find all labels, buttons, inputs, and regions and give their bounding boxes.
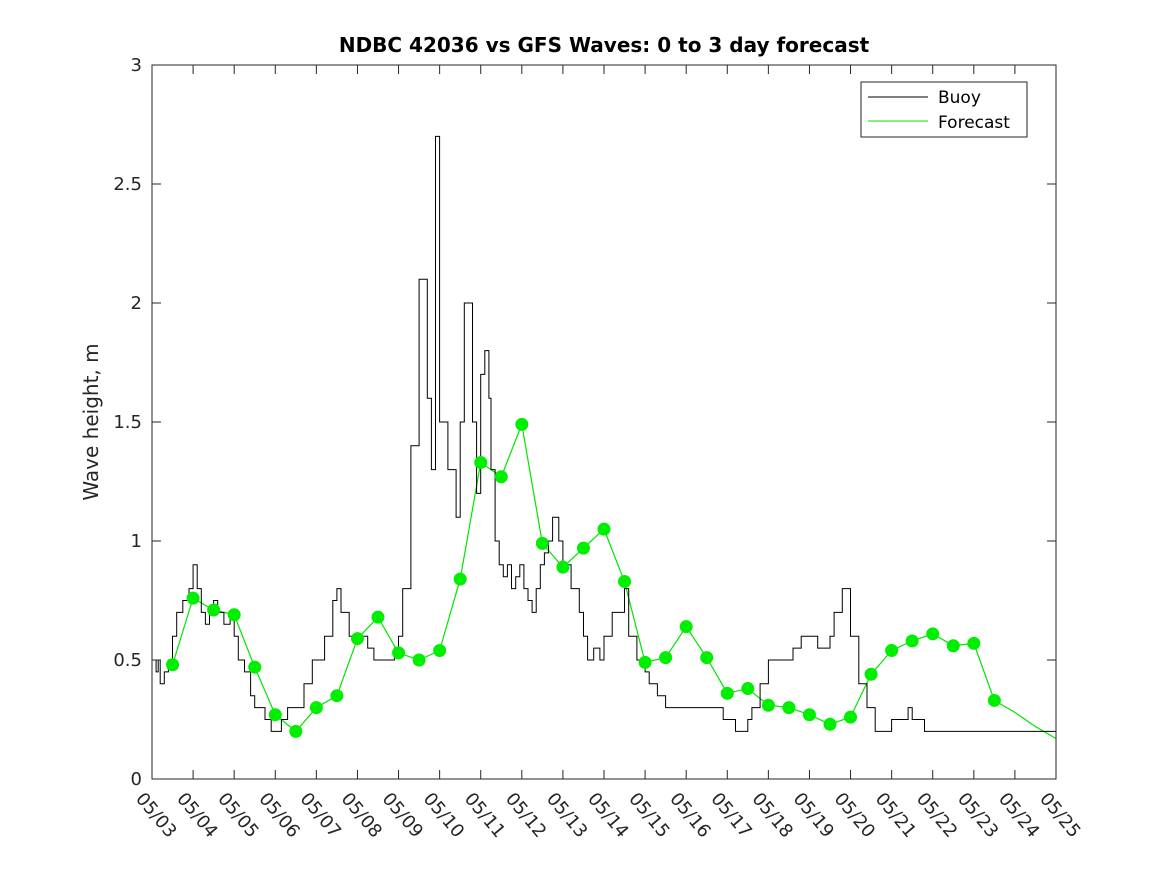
forecast-marker (638, 655, 652, 669)
forecast-marker (392, 646, 406, 660)
forecast-marker (700, 651, 714, 665)
forecast-marker (289, 724, 303, 738)
forecast-marker (371, 610, 385, 624)
y-tick-label: 0 (131, 769, 142, 790)
forecast-marker (248, 660, 262, 674)
y-tick-label: 2 (131, 293, 142, 314)
forecast-marker (474, 455, 488, 469)
y-tick-label: 2.5 (113, 174, 142, 195)
forecast-marker (659, 651, 673, 665)
forecast-marker (556, 560, 570, 574)
legend: Buoy Forecast (860, 81, 1028, 138)
forecast-marker (967, 636, 981, 650)
forecast-marker (166, 658, 180, 672)
forecast-marker (330, 689, 344, 703)
forecast-marker (207, 603, 221, 617)
forecast-marker (946, 639, 960, 653)
forecast-marker (823, 717, 837, 731)
forecast-marker (412, 653, 426, 667)
forecast-marker (720, 686, 734, 700)
y-tick-label: 3 (131, 55, 142, 76)
forecast-marker (227, 608, 241, 622)
y-tick-label: 1 (131, 531, 142, 552)
forecast-marker (309, 701, 323, 715)
forecast-marker (515, 417, 529, 431)
y-axis: 0 0.5 1 1.5 2 2.5 3 (113, 55, 1056, 790)
forecast-marker (350, 632, 364, 646)
legend-box (860, 81, 1028, 138)
forecast-marker (905, 634, 919, 648)
forecast-marker (268, 708, 282, 722)
forecast-marker (433, 643, 447, 657)
forecast-marker (761, 698, 775, 712)
y-tick-label: 1.5 (113, 412, 142, 433)
buoy-line (152, 135, 1056, 732)
forecast-marker (186, 591, 200, 605)
forecast-marker (926, 627, 940, 641)
legend-forecast-label: Forecast (938, 113, 1010, 133)
forecast-marker (741, 682, 755, 696)
forecast-marker (802, 708, 816, 722)
forecast-marker (864, 667, 878, 681)
plot-area (152, 65, 1056, 779)
forecast-marker (535, 536, 549, 550)
forecast-marker (597, 522, 611, 536)
forecast-marker (885, 643, 899, 657)
y-tick-label: 0.5 (113, 650, 142, 671)
forecast-marker (618, 574, 632, 588)
forecast-marker (782, 701, 796, 715)
legend-buoy-label: Buoy (938, 88, 981, 108)
forecast-markers-group (166, 417, 1001, 738)
forecast-marker (844, 710, 858, 724)
y-axis-label: Wave height, m (79, 343, 103, 500)
chart-title: NDBC 42036 vs GFS Waves: 0 to 3 day fore… (339, 33, 870, 57)
buoy-series-group (152, 135, 1056, 732)
forecast-marker (576, 541, 590, 555)
forecast-marker (987, 693, 1001, 707)
forecast-marker (453, 572, 467, 586)
forecast-marker (494, 470, 508, 484)
forecast-marker (679, 620, 693, 634)
